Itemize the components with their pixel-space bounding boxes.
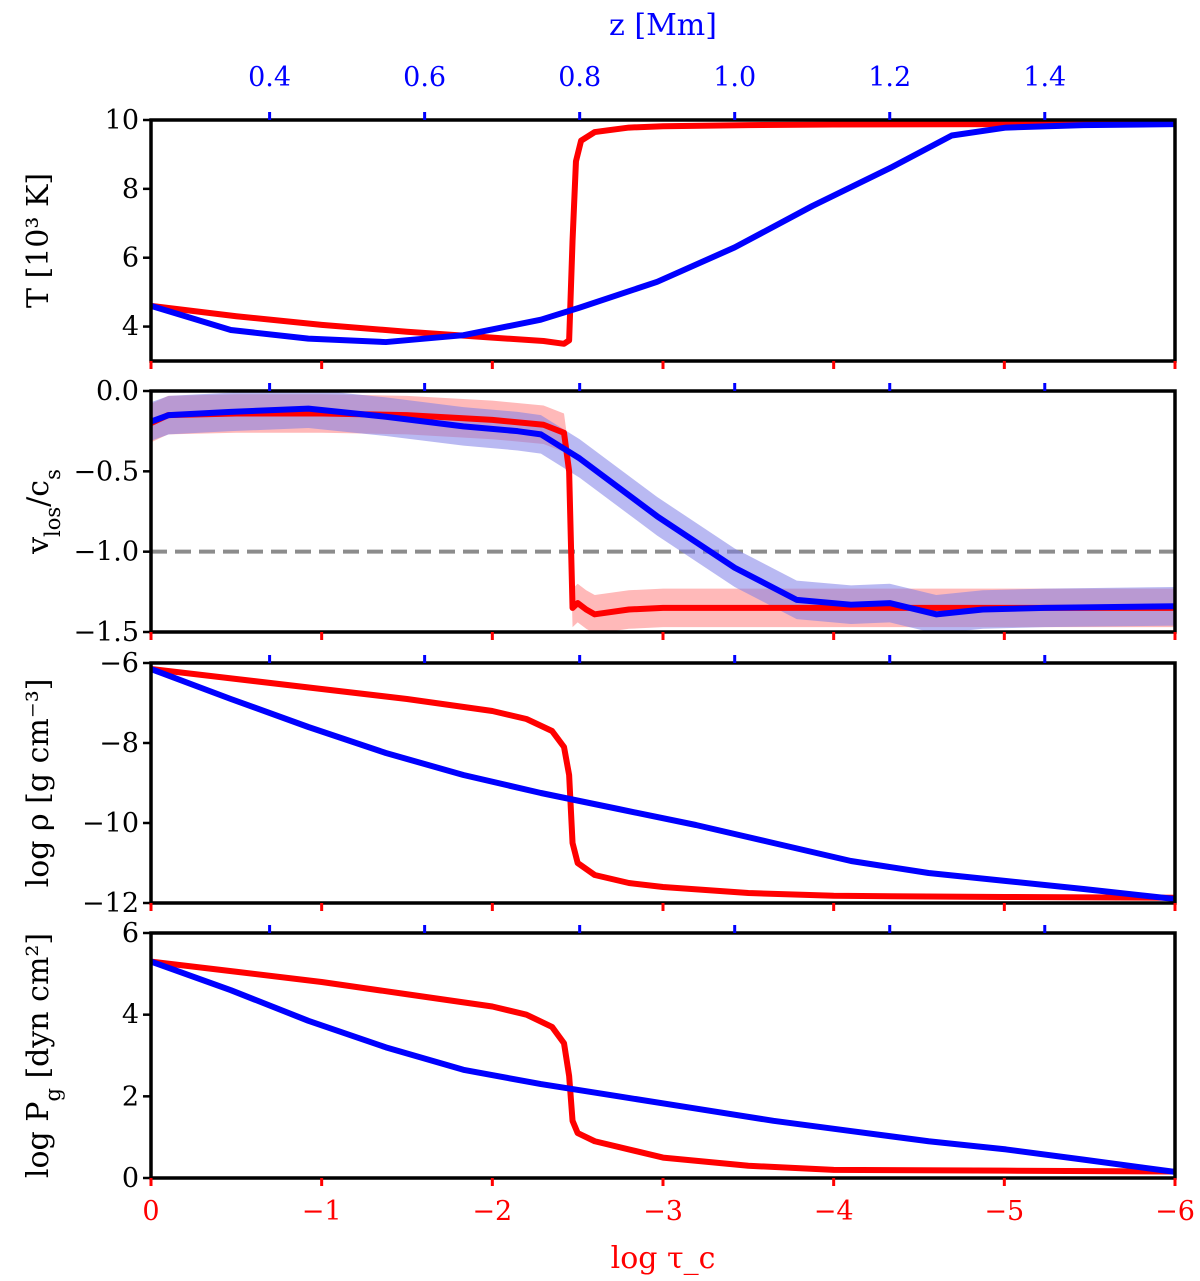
panel-temperature: 4 6 8 10 T [10³ K]: [21, 105, 1177, 369]
y-axis-title: log Pg [dyn cm²]: [21, 933, 65, 1178]
panel-velocity: 0.0 −0.5 −1.0 −1.5 vlos/cs: [21, 376, 1177, 648]
y-tick-label: −1.5: [73, 617, 139, 648]
top-x-tick-label: 0.4: [248, 62, 291, 93]
panel-frame: [149, 661, 1177, 905]
y-axis-title: vlos/cs: [21, 469, 65, 555]
series-line-blue: [151, 405, 1175, 618]
bottom-x-tick-label: −5: [984, 1196, 1024, 1227]
y-tick-label: 6: [122, 243, 139, 274]
top-x-tick-label: 1.4: [1023, 62, 1066, 93]
y-tick-label: 0.0: [96, 376, 139, 407]
bottom-x-tick-label: −1: [302, 1196, 342, 1227]
series-line-red: [151, 958, 1175, 1175]
series-line-red: [151, 666, 1175, 901]
top-x-tick-label: 0.8: [558, 62, 601, 93]
plot-area-density: [151, 666, 1175, 902]
bottom-x-tick-label: −2: [472, 1196, 512, 1227]
y-tick-label: −10: [82, 808, 139, 839]
y-axis-title: log ρ [g cm⁻³]: [21, 679, 56, 888]
panel-pressure: 0 2 4 6 log Pg [dyn cm²]: [21, 918, 1177, 1194]
series-line-blue: [151, 666, 1175, 902]
plot-area-temperature: [151, 120, 1175, 347]
y-tick-label: −8: [99, 728, 139, 759]
top-axis-title: z [Mm]: [609, 8, 717, 43]
y-tick-label: −12: [82, 888, 139, 919]
y-tick-label: 8: [122, 174, 139, 205]
top-x-tick-label: 1.0: [713, 62, 756, 93]
top-x-tick-label: 1.2: [868, 62, 911, 93]
series-line-blue: [151, 958, 1175, 1175]
panel-density: −6 −8 −10 −12 log ρ [g cm⁻³]: [21, 648, 1177, 919]
plot-area-pressure: [151, 958, 1175, 1175]
panel-frame: [149, 931, 1177, 1180]
bottom-axis-title: log τ_c: [611, 1241, 716, 1276]
series-line-blue: [151, 121, 1175, 346]
y-tick-label: 4: [122, 1000, 139, 1031]
y-tick-label: −6: [99, 648, 139, 679]
bottom-x-tick-label: −4: [814, 1196, 854, 1227]
y-axis-title: T [10³ K]: [21, 173, 56, 308]
y-tick-label: −1.0: [73, 537, 139, 568]
y-tick-label: 6: [122, 918, 139, 949]
y-tick-label: 10: [105, 105, 139, 136]
y-tick-label: 2: [122, 1081, 139, 1112]
bottom-x-tick-label: −3: [643, 1196, 683, 1227]
uncertainty-band-blue: [151, 391, 1175, 632]
bottom-x-tick-label: 0: [142, 1196, 159, 1227]
y-tick-label: 4: [122, 312, 139, 343]
y-tick-label: −0.5: [73, 456, 139, 487]
y-tick-label: 0: [122, 1163, 139, 1194]
top-x-tick-label: 0.6: [403, 62, 446, 93]
bottom-x-tick-label: −6: [1155, 1196, 1195, 1227]
series-line-red: [151, 120, 1175, 347]
plot-area-velocity: [151, 391, 1175, 632]
series-line-red: [151, 410, 1175, 618]
